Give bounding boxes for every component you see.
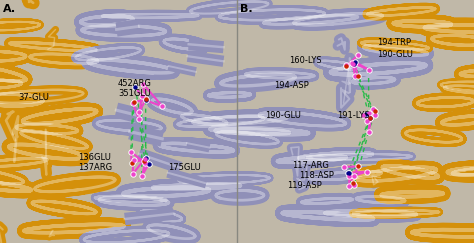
Bar xyxy=(0,0,237,243)
Text: 160-LYS: 160-LYS xyxy=(289,56,322,65)
Text: 118-ASP: 118-ASP xyxy=(299,171,334,180)
Text: 191-LYS: 191-LYS xyxy=(337,111,370,120)
Text: 452ARG: 452ARG xyxy=(118,79,152,88)
Text: 190-GLU: 190-GLU xyxy=(377,50,413,59)
Text: 137ARG: 137ARG xyxy=(78,163,112,172)
Text: 175GLU: 175GLU xyxy=(168,163,201,172)
Text: 117-ARG: 117-ARG xyxy=(292,161,329,170)
Text: B.: B. xyxy=(240,4,253,14)
Text: A.: A. xyxy=(3,4,16,14)
Text: 351GLU: 351GLU xyxy=(118,89,151,98)
Text: 194-TRP: 194-TRP xyxy=(377,38,411,47)
Text: 37-GLU: 37-GLU xyxy=(18,93,49,102)
Text: 136GLU: 136GLU xyxy=(78,153,111,162)
Text: 194-ASP: 194-ASP xyxy=(274,81,309,90)
Text: 119-ASP: 119-ASP xyxy=(287,181,322,190)
Bar xyxy=(237,0,474,243)
Text: 190-GLU: 190-GLU xyxy=(265,111,301,120)
